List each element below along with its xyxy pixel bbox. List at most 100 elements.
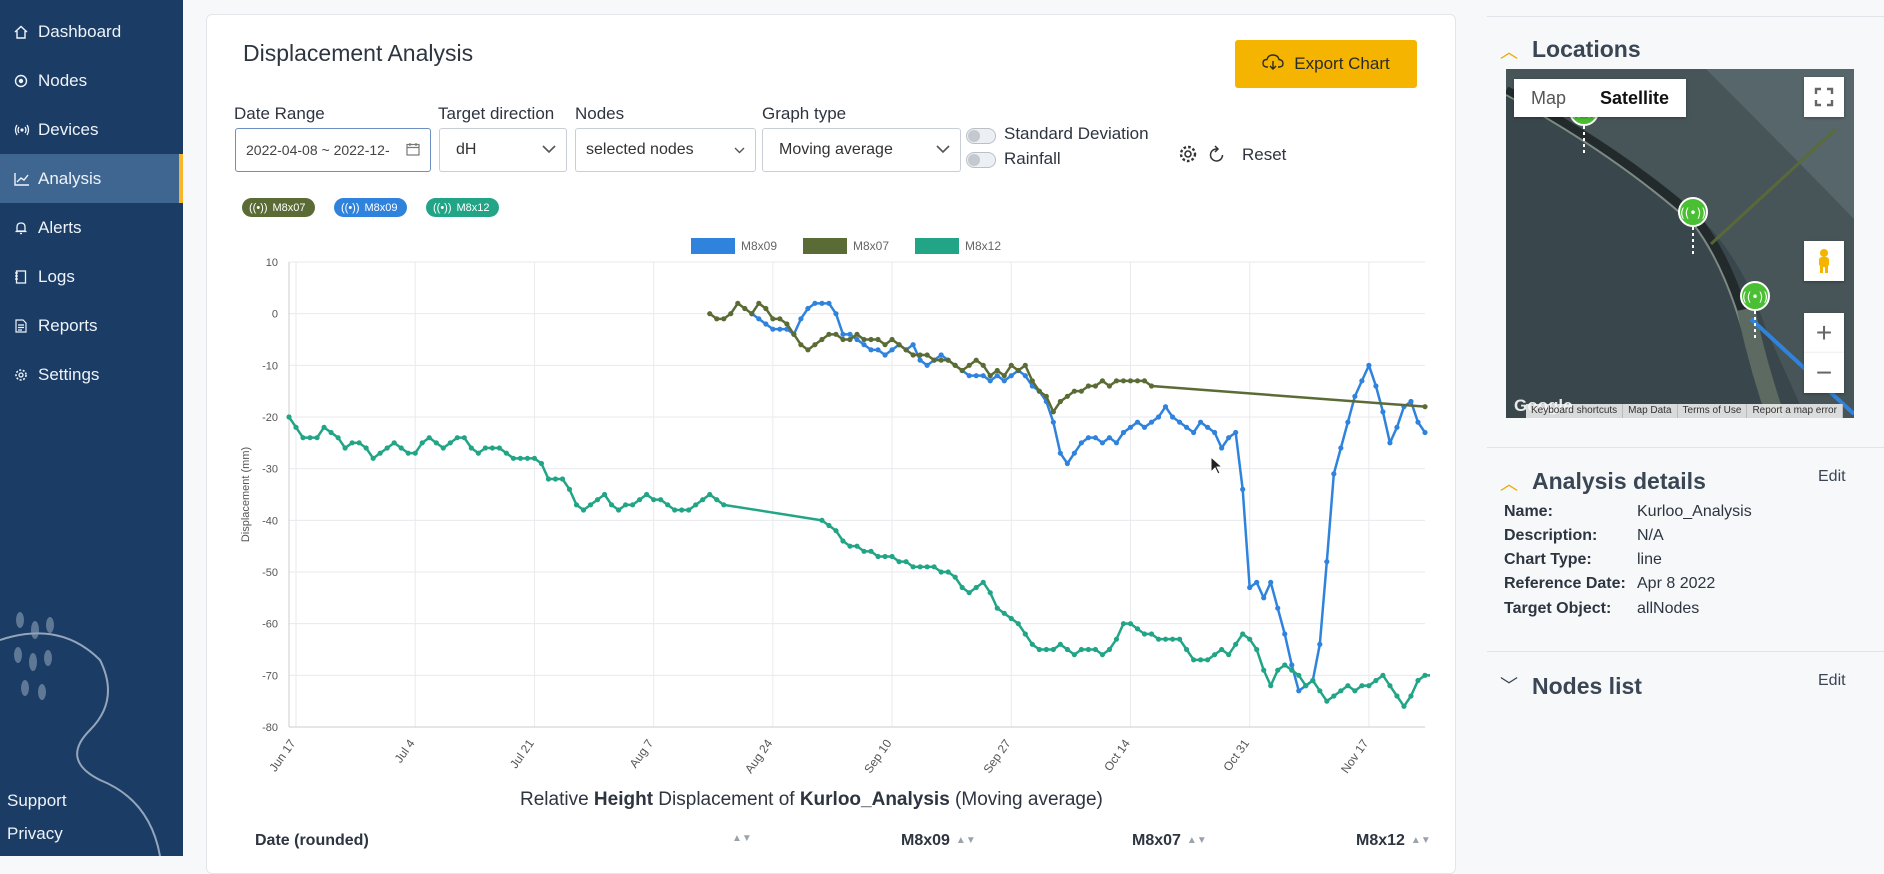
data-point — [405, 450, 411, 456]
data-point — [1373, 383, 1379, 389]
col-m8x09-header[interactable]: M8x09 ▲▼ — [901, 832, 976, 850]
data-point — [903, 559, 909, 565]
locations-map[interactable]: ((•)) ((•)) ((•)) Map Satellite + − Goog… — [1506, 69, 1854, 418]
data-point — [1099, 652, 1106, 658]
rainfall-toggle[interactable] — [966, 152, 996, 168]
nav-devices[interactable]: Devices — [0, 105, 183, 154]
data-point — [1254, 579, 1260, 585]
data-point — [384, 445, 390, 451]
export-chart-button[interactable]: Export Chart — [1235, 40, 1417, 88]
nav-dashboard[interactable]: Dashboard — [0, 7, 183, 56]
col-date-header[interactable]: Date (rounded) — [255, 832, 369, 850]
chevron-up-icon[interactable]: ︿ — [1500, 42, 1518, 62]
data-point — [1155, 636, 1162, 642]
data-point — [1015, 621, 1021, 627]
sort-icon[interactable]: ▲▼ — [732, 833, 752, 844]
page-title: Displacement Analysis — [243, 40, 474, 66]
rainfall-label: Rainfall — [1004, 149, 1061, 168]
node-marker-icon[interactable]: ((•)) — [1678, 197, 1708, 257]
node-chip-m8x07[interactable]: ((•)) M8x07 — [242, 198, 315, 217]
data-point — [693, 502, 699, 508]
node-chip-m8x12[interactable]: ((•)) M8x12 — [426, 198, 499, 217]
data-point — [398, 445, 404, 451]
data-point — [531, 455, 538, 461]
data-point — [356, 440, 362, 446]
edit-nodes-button[interactable]: Edit — [1818, 672, 1846, 689]
privacy-link[interactable]: Privacy — [7, 824, 63, 843]
data-point — [1233, 429, 1239, 436]
keyboard-shortcuts-link[interactable]: Keyboard shortcuts — [1526, 404, 1624, 418]
cloud-download-icon — [1262, 53, 1284, 76]
data-point — [742, 305, 748, 312]
nav-reports[interactable]: Reports — [0, 301, 183, 350]
detail-value: N/A — [1637, 527, 1664, 544]
data-point — [1282, 631, 1288, 637]
chevron-up-icon[interactable]: ︿ — [1500, 474, 1518, 494]
report-error-link[interactable]: Report a map error — [1747, 404, 1843, 418]
data-point — [945, 357, 951, 363]
graph-type-select[interactable]: Moving average — [762, 128, 961, 172]
data-point — [826, 522, 832, 529]
data-point — [882, 342, 888, 348]
satellite-tab[interactable]: Satellite — [1600, 87, 1670, 108]
sort-icon: ▲▼ — [1410, 835, 1431, 846]
data-point — [931, 357, 937, 363]
terms-link[interactable]: Terms of Use — [1678, 404, 1748, 418]
data-point — [854, 331, 860, 337]
data-point — [1092, 435, 1099, 441]
nav-label: Reports — [38, 315, 98, 335]
map-data-link[interactable]: Map Data — [1623, 404, 1678, 418]
data-point — [1050, 419, 1056, 425]
col-m8x12-header[interactable]: M8x12 ▲▼ — [1356, 832, 1431, 850]
data-point — [1212, 652, 1218, 658]
legend-swatch — [691, 238, 735, 254]
y-tick-label: -40 — [262, 515, 278, 527]
standard-deviation-toggle[interactable] — [966, 128, 996, 144]
displacement-chart: 10 0 -10 -20 -30 -40 -50 -60 -70 -80 Jun 17 Jul 4 Ju… — [240, 238, 1430, 776]
zoom-out-icon[interactable]: − — [1804, 353, 1844, 393]
sort-icon: ▲▼ — [1186, 835, 1207, 846]
data-point — [798, 342, 804, 348]
node-marker-icon[interactable]: ((•)) — [1740, 281, 1770, 341]
data-point — [819, 300, 825, 306]
map-tab[interactable]: Map — [1531, 87, 1567, 108]
pegman-icon[interactable] — [1804, 241, 1844, 281]
data-point — [1127, 424, 1134, 430]
data-point — [1226, 652, 1232, 658]
data-point — [300, 435, 306, 441]
nav-settings[interactable]: Settings — [0, 350, 183, 399]
data-point — [377, 450, 383, 456]
nav-alerts[interactable]: Alerts — [0, 203, 183, 252]
data-point — [1366, 362, 1372, 368]
fullscreen-icon[interactable] — [1804, 77, 1844, 117]
zoom-in-icon[interactable]: + — [1804, 313, 1844, 353]
edit-details-button[interactable]: Edit — [1818, 468, 1846, 485]
node-chip-m8x09[interactable]: ((•)) M8x09 — [334, 198, 407, 217]
nav-nodes[interactable]: Nodes — [0, 56, 183, 105]
nodes-select[interactable]: selected nodes — [575, 128, 756, 172]
data-point — [1219, 445, 1225, 451]
support-link[interactable]: Support — [7, 791, 67, 810]
reset-icon[interactable] — [1208, 144, 1226, 169]
reset-button[interactable]: Reset — [1242, 145, 1287, 164]
data-point — [412, 450, 418, 456]
nav-logs[interactable]: Logs — [0, 252, 183, 301]
data-point — [580, 507, 587, 513]
data-point — [489, 445, 495, 451]
data-point — [882, 553, 888, 560]
chart-settings-icon[interactable] — [1178, 144, 1198, 169]
data-point — [987, 590, 993, 596]
data-point — [868, 336, 874, 343]
data-point — [1219, 646, 1225, 653]
data-point — [770, 316, 776, 322]
nav-label: Alerts — [38, 217, 82, 237]
y-tick-label: -20 — [262, 412, 278, 424]
data-point — [1317, 688, 1323, 694]
target-direction-select[interactable]: dH — [439, 128, 567, 172]
col-m8x07-header[interactable]: M8x07 ▲▼ — [1132, 832, 1207, 850]
chevron-down-icon[interactable]: ﹀ — [1500, 676, 1518, 696]
date-range-picker[interactable]: 2022-04-08 ~ 2022-12- — [235, 128, 431, 172]
nav-analysis[interactable]: Analysis — [0, 154, 183, 203]
data-point — [707, 491, 713, 498]
data-point — [1141, 631, 1148, 637]
